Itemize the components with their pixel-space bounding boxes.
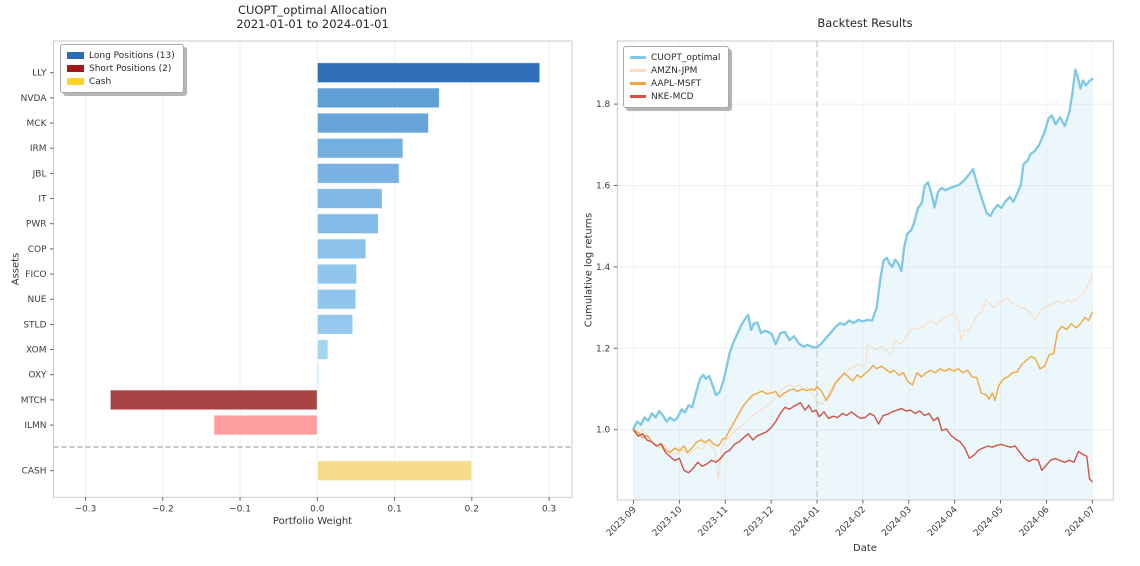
allocation-title-line2: 2021-01-01 to 2024-01-01	[236, 17, 389, 31]
cuopt-line-swatch-icon	[630, 56, 646, 59]
bar-XOM	[316, 339, 329, 361]
asset-label-FICO: FICO	[25, 270, 46, 280]
bar-STLD	[316, 313, 354, 335]
aapl-msft-line-swatch-icon	[630, 82, 646, 85]
legend-item-nke-mcd: NKE-MCD	[630, 90, 720, 103]
legend-label-aapl-msft: AAPL-MSFT	[651, 78, 702, 89]
short-positions-swatch-icon	[67, 65, 84, 72]
legend-label-short: Short Positions (2)	[89, 63, 172, 74]
date-tick-label: 2024-05	[972, 505, 1006, 539]
bar-CASH	[316, 460, 473, 482]
date-tick-label: 2023-11	[697, 505, 731, 539]
allocation-title: CUOPT_optimal Allocation 2021-01-01 to 2…	[53, 3, 572, 31]
date-tick-label: 2023-12	[743, 505, 777, 539]
allocation-legend: Long Positions (13) Short Positions (2) …	[60, 44, 184, 93]
backtest-xlabel: Date	[853, 543, 877, 554]
date-tick-label: 2024-03	[880, 505, 914, 539]
amzn-jpm-line-swatch-icon	[630, 69, 646, 72]
cuopt-area-fill	[633, 69, 1093, 500]
x-tick-label: −0.1	[229, 504, 251, 514]
bar-IT	[316, 188, 383, 210]
asset-label-NVDA: NVDA	[21, 94, 48, 104]
date-tick-label: 2024-06	[1018, 505, 1052, 539]
y-tick-label: 1.0	[596, 426, 611, 436]
backtest-title: Backtest Results	[617, 16, 1113, 30]
bar-FICO	[316, 263, 358, 285]
asset-label-CASH: CASH	[22, 467, 47, 477]
asset-label-NUE: NUE	[27, 295, 46, 305]
date-tick-label: 2024-01	[788, 505, 822, 539]
bar-NVDA	[316, 87, 440, 109]
bar-NUE	[316, 288, 357, 310]
asset-label-COP: COP	[28, 245, 47, 255]
y-tick-label: 1.2	[596, 344, 610, 354]
bar-MTCH	[109, 389, 318, 411]
x-tick-label: −0.2	[152, 504, 174, 514]
nke-mcd-line-swatch-icon	[630, 95, 646, 98]
bar-MCK	[316, 112, 430, 134]
backtest-title-text: Backtest Results	[817, 16, 913, 30]
bar-LLY	[316, 62, 541, 84]
date-tick-label: 2023-10	[651, 505, 685, 539]
legend-item-cuopt: CUOPT_optimal	[630, 51, 720, 64]
legend-item-aapl-msft: AAPL-MSFT	[630, 77, 720, 90]
date-tick-label: 2024-04	[926, 505, 960, 539]
asset-label-STLD: STLD	[23, 320, 46, 330]
y-tick-label: 1.8	[596, 100, 611, 110]
legend-item-long: Long Positions (13)	[67, 49, 175, 62]
date-tick-label: 2024-02	[834, 505, 868, 539]
asset-label-XOM: XOM	[26, 346, 46, 356]
series-line-AMZN-JPM	[632, 274, 1093, 480]
x-tick-label: 0.3	[542, 504, 556, 514]
x-tick-label: 0.1	[387, 504, 401, 514]
bar-JBL	[316, 162, 400, 184]
asset-label-IRM: IRM	[30, 144, 47, 154]
asset-label-IT: IT	[38, 195, 47, 205]
asset-label-MCK: MCK	[27, 119, 48, 129]
x-tick-label: −0.3	[75, 504, 97, 514]
series-line-CUOPT_optimal	[632, 68, 1094, 430]
plot-frame	[53, 40, 573, 498]
allocation-title-line1: CUOPT_optimal Allocation	[237, 3, 388, 17]
bar-COP	[316, 238, 367, 260]
backtest-legend: CUOPT_optimal AMZN-JPM AAPL-MSFT NKE-MCD	[623, 46, 730, 108]
x-tick-label: 0.2	[465, 504, 479, 514]
x-tick-label: 0.0	[310, 504, 325, 514]
legend-label-amzn-jpm: AMZN-JPM	[651, 65, 698, 76]
long-positions-swatch-icon	[67, 52, 84, 59]
legend-item-cash: Cash	[67, 75, 175, 88]
series-line-AAPL-MSFT	[632, 311, 1093, 454]
asset-label-ILMN: ILMN	[24, 421, 46, 431]
asset-label-OXY: OXY	[28, 371, 47, 381]
allocation-xlabel: Portfolio Weight	[272, 516, 353, 527]
date-tick-label: 2023-09	[605, 505, 639, 539]
date-tick-label: 2024-07	[1064, 505, 1098, 539]
cash-swatch-icon	[67, 78, 84, 85]
asset-label-PWR: PWR	[26, 220, 47, 230]
asset-label-JBL: JBL	[32, 169, 47, 179]
bar-IRM	[316, 137, 404, 159]
plot-frame	[616, 40, 1114, 501]
y-tick-label: 1.6	[596, 182, 611, 192]
legend-label-nke-mcd: NKE-MCD	[651, 91, 694, 102]
y-tick-label: 1.4	[596, 263, 611, 273]
legend-label-long: Long Positions (13)	[89, 50, 175, 61]
legend-item-amzn-jpm: AMZN-JPM	[630, 64, 720, 77]
bar-OXY	[316, 364, 320, 386]
series-line-NKE-MCD	[632, 402, 1093, 483]
legend-label-cuopt: CUOPT_optimal	[651, 52, 721, 63]
asset-label-MTCH: MTCH	[21, 396, 47, 406]
bar-PWR	[316, 213, 379, 235]
bar-ILMN	[213, 414, 318, 436]
legend-item-short: Short Positions (2)	[67, 62, 175, 75]
legend-label-cash: Cash	[89, 76, 112, 87]
asset-label-LLY: LLY	[32, 69, 47, 79]
